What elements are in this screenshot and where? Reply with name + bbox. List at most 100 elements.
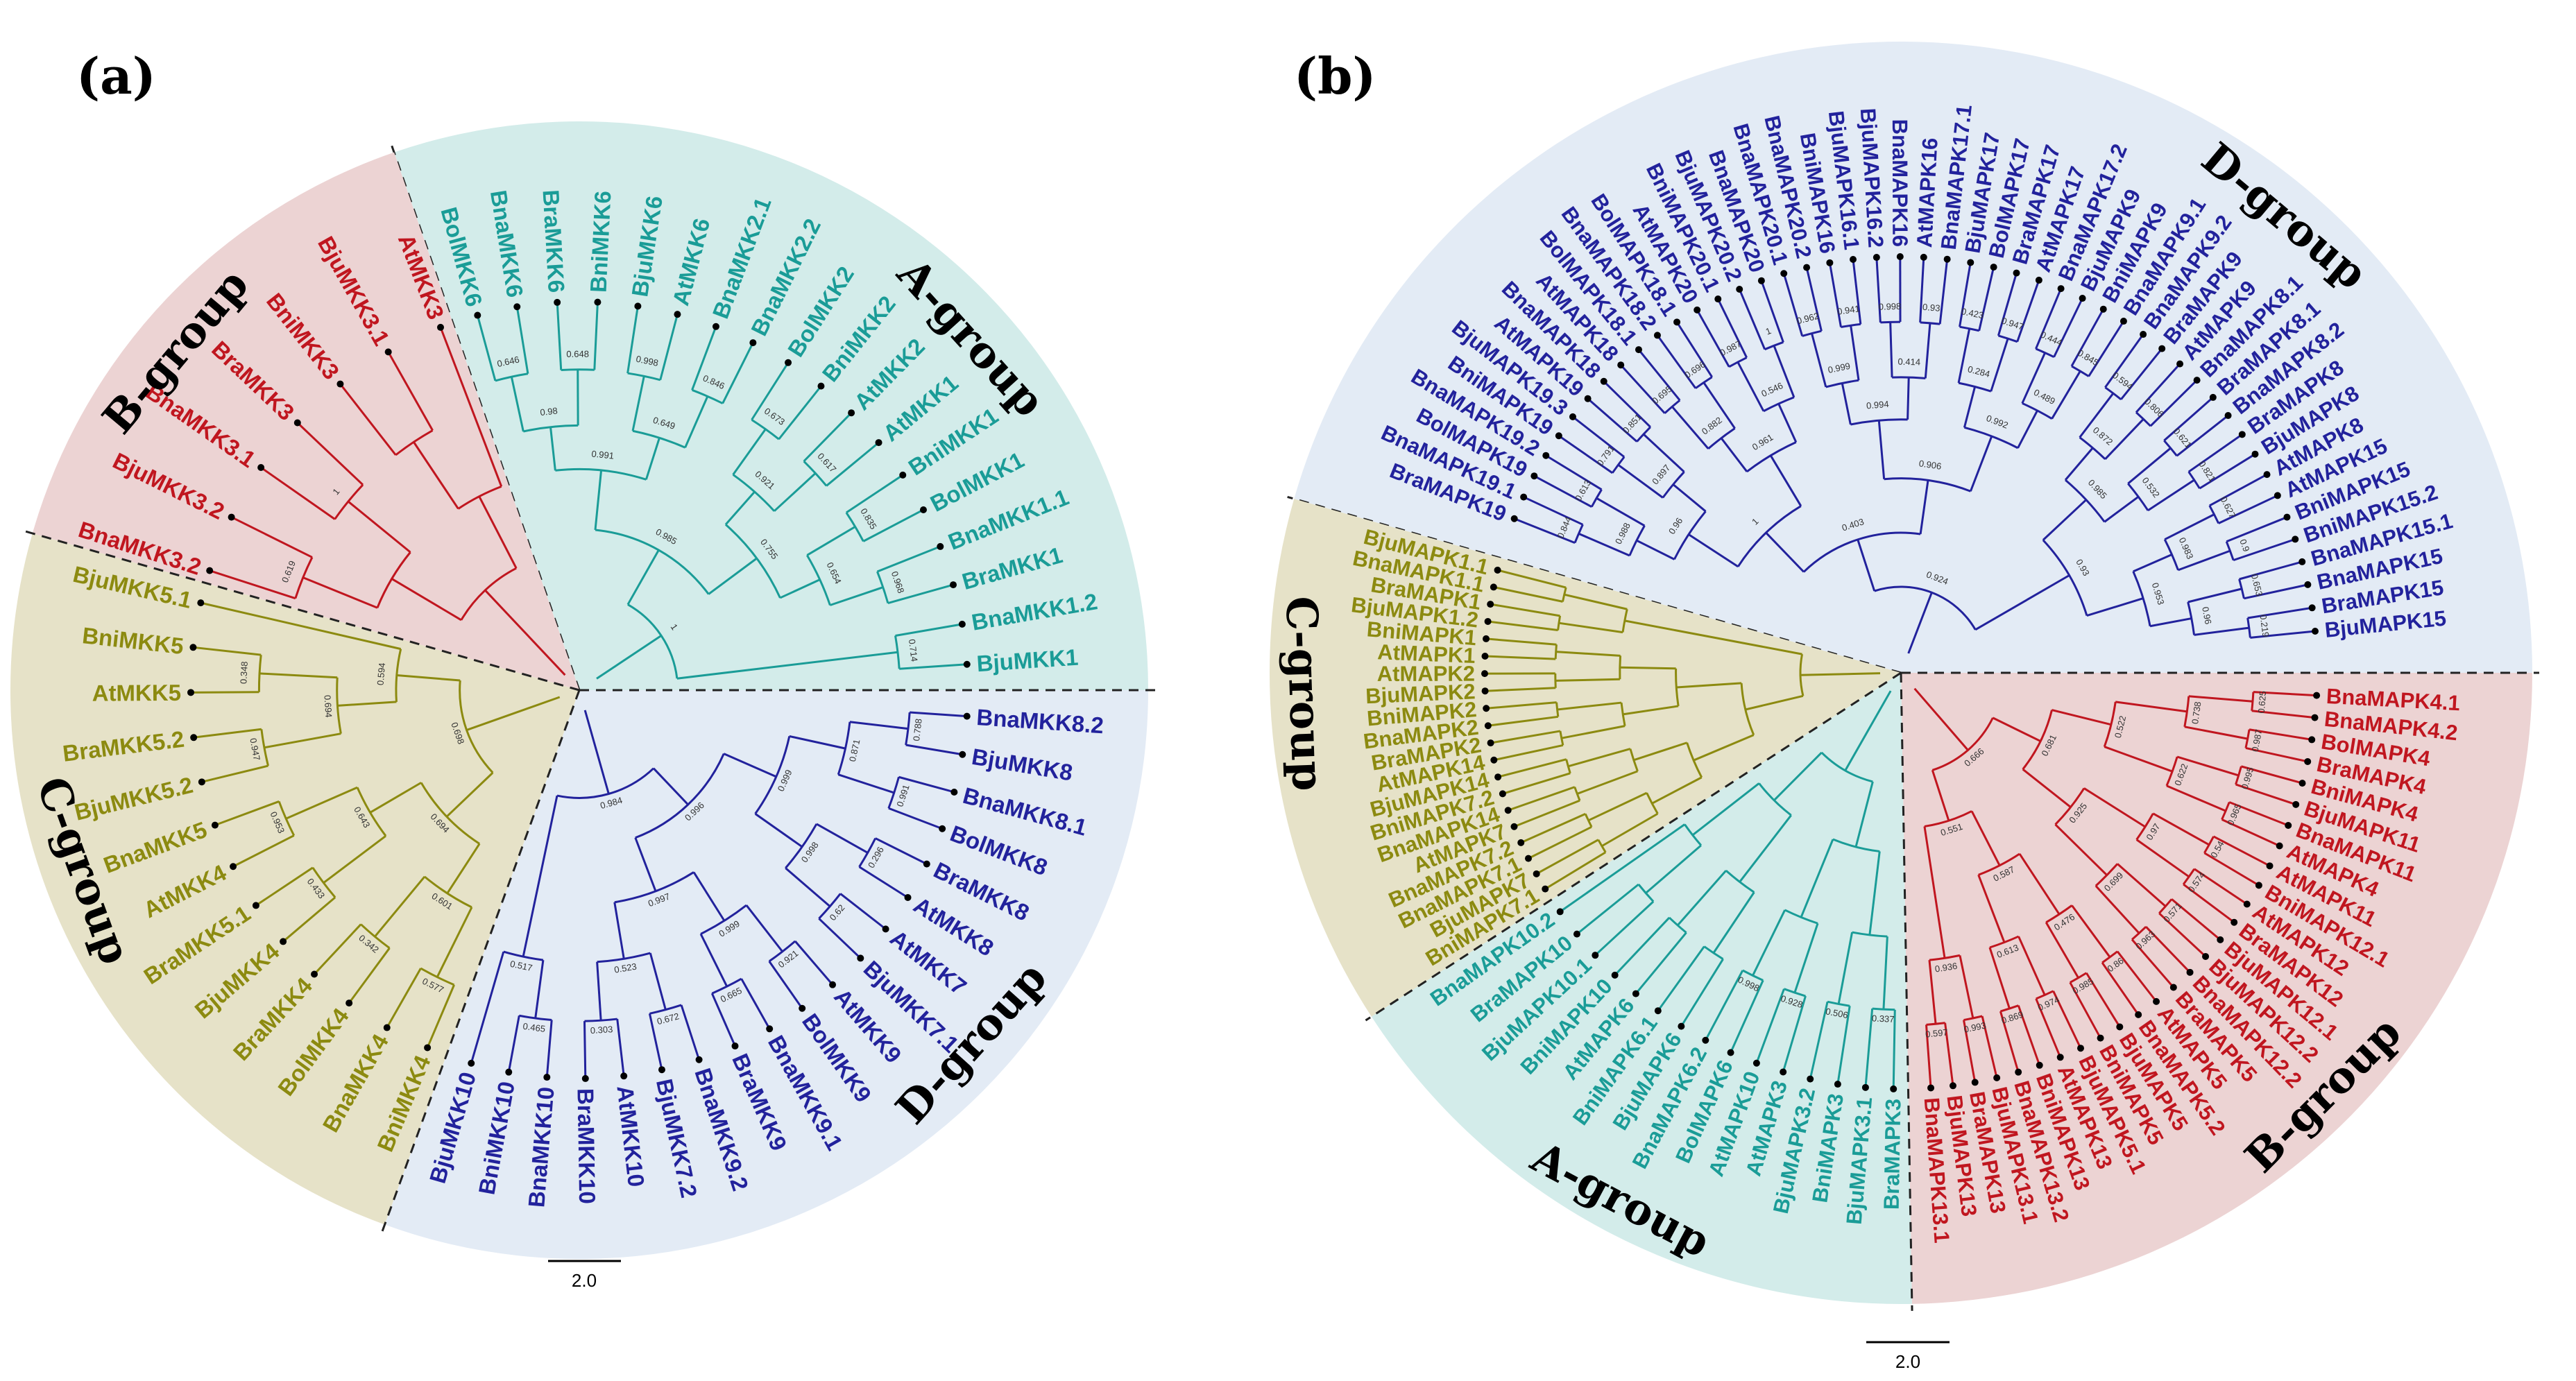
branch: [910, 711, 967, 718]
branch: [201, 764, 268, 783]
leaf-node: [2036, 1061, 2043, 1069]
clade-arc: [2132, 571, 2151, 627]
branch: [1977, 874, 2006, 943]
leaf-node: [206, 567, 214, 574]
branch: [2104, 334, 2144, 388]
branch: [2171, 898, 2221, 941]
branch: [1892, 1009, 1896, 1089]
clade-arc: [1999, 1004, 2019, 1013]
leaf-node: [766, 1025, 774, 1033]
branch: [1645, 844, 1702, 894]
branch: [1852, 259, 1862, 325]
leaf-node: [1780, 270, 1788, 277]
branch: [1704, 970, 1744, 1041]
bootstrap-value: 0.788: [911, 718, 924, 741]
clade-arc: [1584, 813, 1593, 827]
branch: [1969, 436, 1993, 492]
clade-arc: [2183, 696, 2190, 728]
branch: [439, 327, 503, 487]
branch: [1924, 323, 1931, 379]
leaf-node: [899, 471, 907, 479]
branch: [751, 361, 790, 421]
branch: [1811, 333, 1827, 388]
branch: [837, 773, 895, 794]
leaf-node: [731, 1043, 739, 1050]
leaf-node: [817, 382, 825, 390]
branch: [2135, 839, 2190, 878]
branch: [2187, 434, 2243, 473]
branch: [778, 385, 822, 440]
branch: [2053, 298, 2083, 358]
branch: [1490, 603, 1560, 617]
branch: [875, 837, 928, 865]
branch: [2221, 818, 2280, 847]
branch: [1696, 309, 1730, 368]
branch: [2042, 499, 2087, 541]
branch: [1559, 823, 1686, 913]
branch: [1782, 273, 1804, 336]
branch: [862, 508, 924, 542]
branch: [232, 834, 295, 868]
group-sector-B: [32, 152, 580, 690]
branch: [214, 800, 280, 827]
branch: [895, 623, 963, 637]
leaf-node: [198, 778, 205, 786]
branch: [1564, 593, 1628, 610]
branch: [2017, 1005, 2041, 1066]
branch: [1671, 406, 1709, 449]
branch: [1999, 1011, 2020, 1073]
leaf-node: [958, 620, 966, 628]
leaf-node: [1611, 971, 1619, 979]
leaf-label: BnaMAPK16: [1888, 119, 1912, 247]
leaf-node: [2311, 714, 2319, 721]
branch: [1836, 1006, 1851, 1085]
branch: [296, 422, 364, 486]
leaf-node: [1990, 264, 1997, 271]
branch: [1487, 715, 1559, 727]
leaf-node: [2292, 535, 2299, 543]
leaf-node: [189, 644, 197, 651]
branch: [1730, 979, 1764, 1054]
branch: [645, 437, 660, 480]
panel-b-group-sectors: [1269, 41, 2539, 1311]
branch: [596, 961, 602, 1021]
group-sector-B: [1901, 673, 2532, 1304]
branch: [723, 753, 777, 778]
branch: [2115, 701, 2187, 713]
leaf-node: [1487, 739, 1494, 747]
leaf-node: [2097, 1034, 2104, 1042]
branch: [1601, 812, 1659, 848]
clade-arc: [278, 800, 296, 837]
branch: [313, 923, 362, 975]
branch: [386, 968, 422, 1029]
branch: [2064, 447, 2094, 481]
branch: [2149, 379, 2198, 427]
leaf-node: [2193, 377, 2201, 384]
branch: [1907, 377, 1910, 420]
branch: [1800, 839, 1834, 918]
branch: [768, 961, 803, 1009]
branch: [1623, 705, 1679, 716]
branch: [2104, 418, 2144, 460]
branch: [1676, 682, 1742, 689]
branch: [1959, 955, 1974, 1019]
branch: [2163, 396, 2214, 442]
branch: [1677, 870, 1727, 926]
clade-arc: [2163, 440, 2178, 457]
leaf-node: [2266, 862, 2274, 870]
branch: [2021, 352, 2046, 404]
branch: [1514, 517, 1576, 544]
clade-arc: [2104, 386, 2122, 401]
clade-arc: [2182, 868, 2196, 885]
leaf-node: [939, 825, 946, 832]
branch: [1619, 666, 1676, 670]
bootstrap-value: 0.646: [496, 354, 520, 369]
branch: [2239, 560, 2303, 581]
clade-arc: [1628, 525, 1646, 556]
bootstrap-value: 0.348: [238, 661, 250, 684]
branch: [905, 744, 963, 756]
clade-arc: [360, 923, 391, 950]
group-trunk: [1907, 592, 1933, 654]
branch: [1773, 751, 1823, 801]
